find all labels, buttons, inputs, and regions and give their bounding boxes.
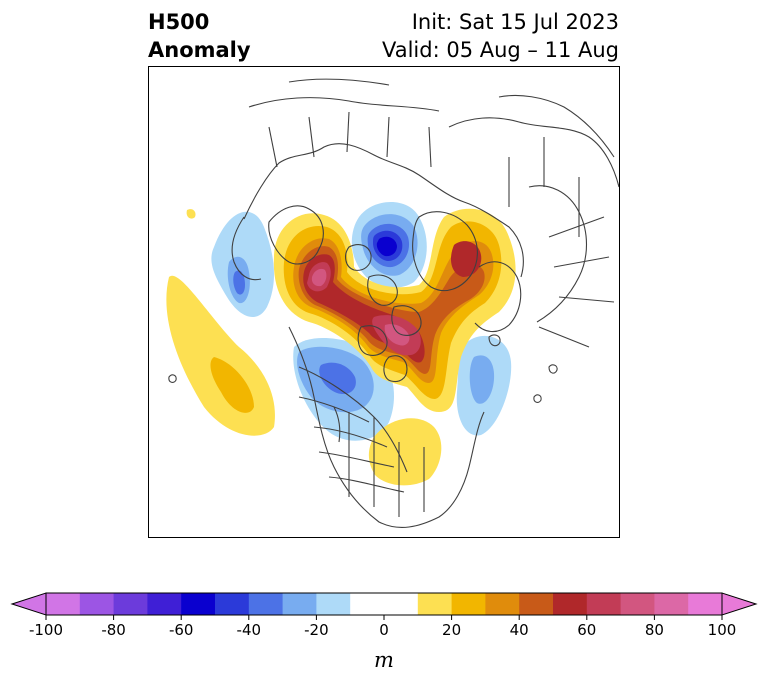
colorbar-bin (688, 593, 723, 615)
map-panel (148, 66, 620, 538)
colorbar-tick-label: 40 (510, 621, 529, 639)
colorbar-bin (282, 593, 317, 615)
colorbar-bin (46, 593, 81, 615)
colorbar-bin (519, 593, 554, 615)
colorbar-bin (451, 593, 486, 615)
colorbar-segments (46, 593, 723, 615)
trough-north-pacific (211, 211, 275, 318)
colorbar-extend-min (10, 592, 47, 616)
colorbar-bin (417, 593, 453, 615)
coastlines-and-borders (168, 78, 619, 528)
colorbar-bin (147, 593, 182, 615)
colorbar-tick-label: 20 (442, 621, 461, 639)
colorbar-extend-max (721, 592, 758, 616)
colorbar-tick-label: -80 (101, 621, 126, 639)
map-dates: Init: Sat 15 Jul 2023 Valid: 05 Aug – 11… (382, 8, 619, 64)
colorbar-bin (113, 593, 148, 615)
colorbar-tick-label: 0 (379, 621, 389, 639)
anomaly-map (166, 78, 619, 528)
colorbar-bin (654, 593, 689, 615)
colorbar-bin (485, 593, 520, 615)
trough-western-canada (293, 337, 394, 441)
colorbar-tick-label: -100 (29, 621, 63, 639)
title-field: Anomaly (148, 38, 251, 62)
colorbar-tick-label: -40 (237, 621, 262, 639)
colorbar-bin (586, 593, 622, 615)
colorbar-bin (384, 593, 419, 615)
anomaly-shading (166, 202, 516, 486)
colorbar-bin (215, 593, 250, 615)
colorbar-bin (620, 593, 655, 615)
colorbar-bin (79, 593, 115, 615)
colorbar-tick-label: 80 (645, 621, 664, 639)
title-variable: H500 (148, 10, 210, 34)
colorbar-bin (181, 593, 216, 615)
colorbar-tick-label: 60 (577, 621, 596, 639)
trough-central-arctic (351, 202, 427, 288)
small-anomaly-blob (186, 209, 196, 219)
colorbar-bin (350, 593, 385, 615)
init-date: Init: Sat 15 Jul 2023 (411, 10, 619, 34)
valid-range: Valid: 05 Aug – 11 Aug (381, 38, 619, 62)
colorbar-unit-label: m (374, 648, 394, 672)
map-title: H500 Anomaly (148, 8, 251, 64)
colorbar-tick-label: -20 (304, 621, 329, 639)
ridge-northeast-pacific (166, 275, 275, 436)
colorbar-bin (316, 593, 351, 615)
colorbar-ticks: -100 -80 -60 -40 -20 0 20 40 60 80 100 (29, 615, 736, 639)
ridge-eastern-us (368, 418, 442, 486)
colorbar-bin (248, 593, 284, 615)
colorbar-bin (553, 593, 588, 615)
colorbar: -100 -80 -60 -40 -20 0 20 40 60 80 100 m (10, 592, 758, 672)
trough-north-atlantic (456, 335, 512, 436)
colorbar-tick-label: 100 (708, 621, 737, 639)
colorbar-tick-label: -60 (169, 621, 194, 639)
